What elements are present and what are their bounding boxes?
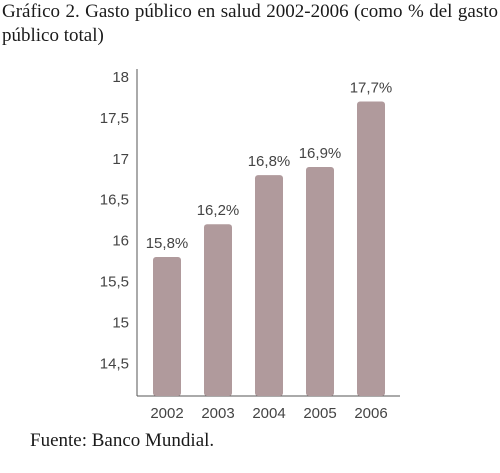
data-label-2003: 16,2%	[197, 202, 240, 219]
bars	[153, 101, 385, 397]
x-tick-label-2002: 2002	[150, 405, 183, 422]
bar-2004	[255, 175, 283, 396]
x-tick-label-2006: 2006	[354, 405, 387, 422]
y-tick-label: 16,5	[100, 192, 129, 209]
x-axis-ticks: 2002 2003 2004 2005 2006	[150, 405, 387, 422]
x-tick-label-2005: 2005	[303, 405, 336, 422]
y-tick-label: 17,5	[100, 110, 129, 127]
y-tick-label: 15,5	[100, 273, 129, 290]
bar-2003	[204, 224, 232, 396]
bar-2006	[357, 101, 385, 397]
data-label-2004: 16,8%	[248, 153, 291, 170]
bar-2002	[153, 256, 181, 396]
bar-2005	[306, 166, 334, 396]
data-label-2002: 15,8%	[146, 235, 189, 252]
source-note: Fuente: Banco Mundial.	[30, 430, 215, 451]
chart-title: Gráfico 2. Gasto público en salud 2002-2…	[2, 1, 498, 46]
y-tick-label: 14,5	[100, 355, 129, 372]
y-axis-ticks: 14,5 15 15,5 16 16,5 17 17,5 18	[100, 69, 129, 372]
data-labels: 15,8% 16,2% 16,8% 16,9% 17,7%	[146, 80, 393, 252]
y-tick-label: 16	[112, 233, 129, 250]
data-label-2006: 17,7%	[350, 80, 393, 97]
x-tick-label-2004: 2004	[252, 405, 285, 422]
y-tick-label: 17	[112, 151, 129, 168]
x-tick-label-2003: 2003	[201, 405, 234, 422]
y-tick-label: 15	[112, 314, 129, 331]
y-tick-label: 18	[112, 69, 129, 86]
data-label-2005: 16,9%	[299, 145, 342, 162]
